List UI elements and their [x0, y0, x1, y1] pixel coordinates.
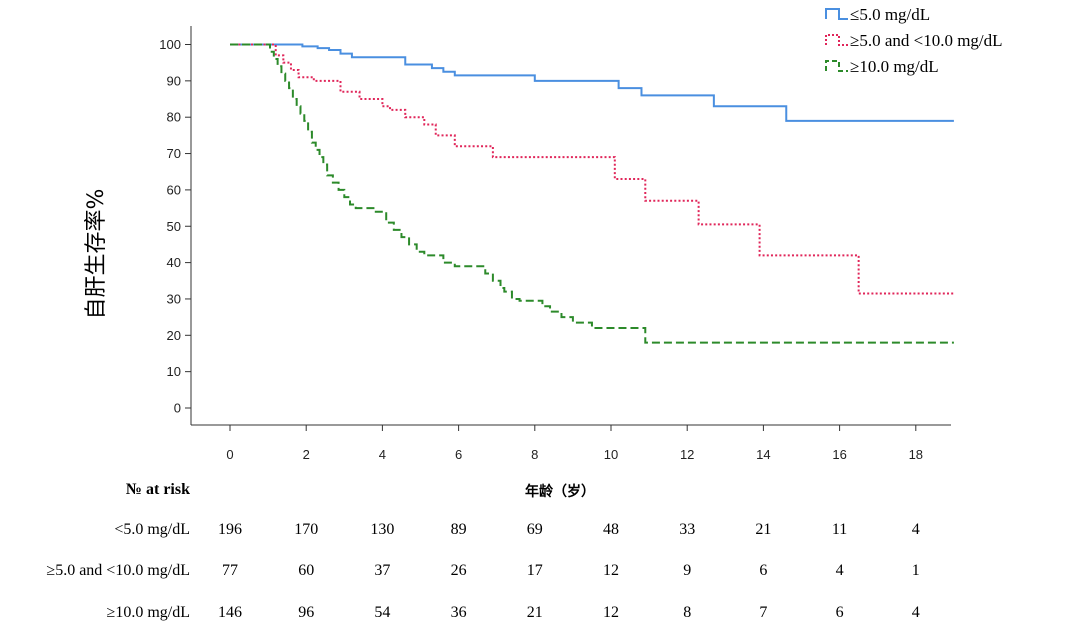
y-tick-label: 10 — [167, 364, 181, 379]
risk-count: 37 — [374, 562, 390, 579]
x-tick-label: 18 — [909, 447, 923, 462]
y-tick-label: 40 — [167, 255, 181, 270]
risk-count: 170 — [294, 521, 318, 538]
risk-count: 96 — [298, 604, 314, 621]
risk-count: 130 — [370, 521, 394, 538]
y-tick-label: 80 — [167, 110, 181, 125]
y-tick-label: 90 — [167, 73, 181, 88]
legend-label-2: ≥5.0 and <10.0 mg/dL — [850, 31, 1003, 50]
x-tick-label: 4 — [379, 447, 386, 462]
x-tick-label: 10 — [604, 447, 618, 462]
x-tick-label: 2 — [303, 447, 310, 462]
y-tick-label: 50 — [167, 219, 181, 234]
risk-count: 7 — [759, 604, 767, 621]
survival-curve-1 — [230, 43, 954, 122]
y-tick-label: 20 — [167, 328, 181, 343]
risk-table: <5.0 mg/dL 196 170 130 89 69 48 33 21 11 4≥5.0 and… — [46, 521, 919, 621]
x-tick-label: 14 — [756, 447, 770, 462]
y-axis-label: 自肝生存率% — [84, 189, 109, 320]
risk-count: 21 — [527, 604, 543, 621]
risk-count: 11 — [832, 521, 847, 538]
risk-count: 21 — [755, 521, 771, 538]
legend-swatch-3 — [825, 60, 848, 72]
x-tick-label: 0 — [226, 447, 233, 462]
risk-count: 33 — [679, 521, 695, 538]
risk-count: 196 — [218, 521, 242, 538]
survival-curve-3 — [230, 43, 954, 344]
risk-count: 54 — [374, 604, 390, 621]
y-tick-label: 0 — [174, 401, 181, 416]
legend-swatch-1 — [825, 8, 848, 20]
y-tick-label: 60 — [167, 182, 181, 197]
risk-count: 4 — [912, 604, 920, 621]
risk-count: 9 — [683, 562, 691, 579]
y-tick-label: 30 — [167, 291, 181, 306]
risk-count: 1 — [912, 562, 920, 579]
x-tick-label: 8 — [531, 447, 538, 462]
x-tick-label: 12 — [680, 447, 694, 462]
legend: ≤5.0 mg/dL ≥5.0 and <10.0 mg/dL ≥10.0 mg/d… — [825, 5, 1003, 76]
y-tick-label: 70 — [167, 146, 181, 161]
legend-swatch-2 — [825, 34, 848, 46]
risk-row-label: ≥5.0 and <10.0 mg/dL — [46, 562, 190, 579]
risk-row-label: ≥10.0 mg/dL — [107, 604, 190, 621]
risk-count: 69 — [527, 521, 543, 538]
curves — [230, 43, 954, 344]
y-tick-label: 100 — [159, 37, 181, 52]
risk-count: 8 — [683, 604, 691, 621]
risk-count: 17 — [527, 562, 543, 579]
x-axis-label: 年龄（岁） — [525, 483, 595, 500]
legend-label-3: ≥10.0 mg/dL — [850, 57, 939, 76]
risk-count: 4 — [836, 562, 844, 579]
risk-count: 26 — [451, 562, 467, 579]
x-tick-label: 6 — [455, 447, 462, 462]
risk-count: 6 — [836, 604, 844, 621]
risk-count: 60 — [298, 562, 314, 579]
legend-label-1: ≤5.0 mg/dL — [850, 5, 930, 24]
risk-count: 36 — [451, 604, 467, 621]
axes: 0 10 20 30 40 50 60 70 80 90 100 0 2 4 6 8 10 12 14 16 18 — [159, 26, 951, 462]
risk-count: 12 — [603, 562, 619, 579]
risk-count: 12 — [603, 604, 619, 621]
risk-table-title: № at risk — [126, 481, 190, 498]
risk-count: 4 — [912, 521, 920, 538]
risk-count: 146 — [218, 604, 242, 621]
survival-curve-2 — [230, 43, 954, 295]
risk-count: 77 — [222, 562, 238, 579]
risk-row-label: <5.0 mg/dL — [114, 521, 190, 538]
risk-count: 48 — [603, 521, 619, 538]
risk-count: 89 — [451, 521, 467, 538]
risk-count: 6 — [759, 562, 767, 579]
x-tick-label: 16 — [832, 447, 846, 462]
